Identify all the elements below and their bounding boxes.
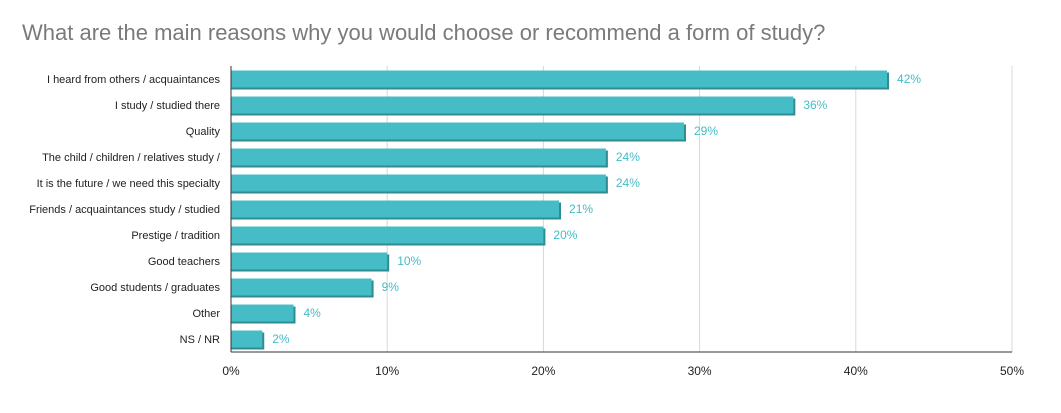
bar (231, 174, 606, 192)
category-label: Quality (186, 126, 221, 138)
category-label: NS / NR (180, 334, 220, 346)
category-label: Good teachers (148, 256, 221, 268)
bar (231, 200, 560, 218)
bar (231, 278, 372, 296)
x-tick-label: 0% (222, 364, 240, 378)
data-label: 24% (616, 150, 640, 164)
category-label: Other (192, 308, 220, 320)
category-label: Prestige / tradition (131, 230, 220, 242)
bar (231, 70, 888, 88)
bar (231, 148, 606, 166)
data-label: 10% (397, 254, 421, 268)
data-label: 9% (382, 280, 400, 294)
data-label: 36% (803, 98, 827, 112)
data-label: 4% (303, 306, 321, 320)
x-tick-label: 30% (688, 364, 712, 378)
data-label: 21% (569, 202, 593, 216)
data-label: 24% (616, 176, 640, 190)
category-label: The child / children / relatives study / (42, 152, 221, 164)
data-label: 29% (694, 124, 718, 138)
x-tick-label: 50% (1000, 364, 1024, 378)
bar (231, 330, 263, 348)
x-tick-label: 10% (375, 364, 399, 378)
bar (231, 252, 388, 270)
x-tick-label: 40% (844, 364, 868, 378)
category-label: It is the future / we need this specialt… (37, 178, 221, 190)
bar (231, 122, 684, 140)
bar (231, 96, 794, 114)
data-label: 20% (553, 228, 577, 242)
category-label: I heard from others / acquaintances (47, 74, 221, 86)
category-label: I study / studied there (115, 100, 220, 112)
category-label: Good students / graduates (90, 282, 220, 294)
x-tick-label: 20% (531, 364, 555, 378)
bar (231, 226, 544, 244)
chart-title: What are the main reasons why you would … (22, 20, 826, 45)
data-label: 2% (272, 332, 290, 346)
data-label: 42% (897, 72, 921, 86)
category-label: Friends / acquaintances study / studied (29, 204, 220, 216)
bar (231, 304, 294, 322)
